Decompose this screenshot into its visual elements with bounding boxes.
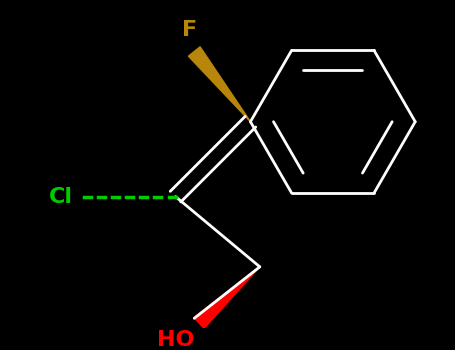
Polygon shape xyxy=(194,267,260,329)
Polygon shape xyxy=(188,47,250,122)
Text: F: F xyxy=(182,20,197,40)
Text: Cl: Cl xyxy=(49,187,72,206)
Text: HO: HO xyxy=(157,330,194,350)
